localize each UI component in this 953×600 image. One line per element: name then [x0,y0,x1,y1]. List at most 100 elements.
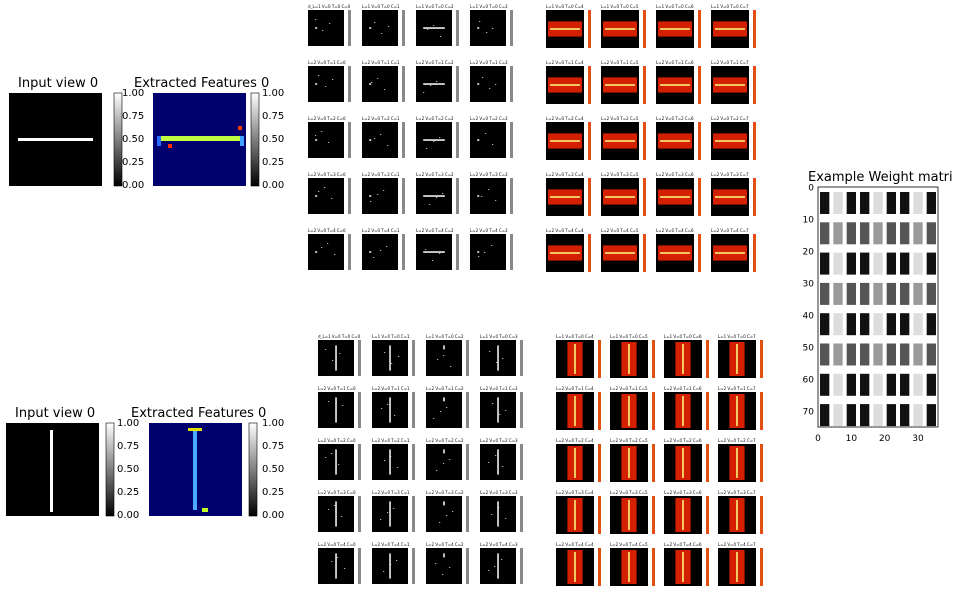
weight-matrix-cell [846,222,856,245]
feature-map-label: L=2 V=0 T=3 C=4 [546,172,584,177]
feature-map-colorbar [598,496,601,534]
feature-map-label: L=2 V=0 T=4 C=0 [308,228,346,233]
feature-map-tile [610,340,655,378]
feature-map-dot [334,505,336,506]
feature-map-tile [372,496,415,532]
feature-map-label: L=2 V=0 T=1 C=0 [318,386,356,391]
feature-map-dot [426,148,428,149]
feature-map-bg [308,10,344,46]
feature-map-tile [480,392,523,428]
feature-map-dot [439,253,441,254]
feature-map-dot [390,564,392,565]
feature-map-label: L=1 V=0 T=0 C=7 [718,334,756,339]
feature-map-line [715,252,745,254]
feature-map-bg [470,66,506,102]
feature-map-dot [446,515,448,516]
feature-map-tile [601,122,646,160]
feature-map-dot [439,522,441,523]
feature-map-tile [664,340,709,378]
feature-map-label: L=2 V=0 T=2 C=1 [372,438,410,443]
weight-matrix-xtick: 30 [912,434,924,444]
feature-map-colorbar [466,340,469,376]
feature-map-dot [442,574,444,575]
feature-map-line [389,345,391,371]
feature-map-line [605,84,635,86]
feature-map-colorbar [348,66,351,102]
feature-map-dot [505,518,507,519]
feature-map-dot [478,256,480,257]
features-bottom-blob [188,428,202,431]
feature-map-label: L=2 V=0 T=3 C=5 [610,490,648,495]
weight-matrix-cell [886,343,896,366]
feature-map-label: L=2 V=0 T=2 C=5 [601,116,639,121]
feature-map-dot [332,360,334,361]
feature-map-tile [601,66,646,104]
colorbar-features-top [250,92,260,187]
cbar-tick: 0.25 [122,157,145,168]
feature-map-label: L=2 V=0 T=4 C=4 [556,542,594,547]
cbar-tick: 0.50 [117,464,140,475]
feature-map-label: L=2 V=0 T=4 C=3 [480,542,518,547]
feature-map-colorbar [466,392,469,428]
weight-matrix-cell [860,192,870,214]
feature-map-dot [397,467,399,468]
feature-map-dot [491,245,493,246]
feature-map-tile [318,548,361,584]
weight-matrix-cell [900,282,910,305]
feature-map-line [315,195,318,197]
feature-map-dot [452,511,454,512]
weight-matrix-plot: 0 10 20 30 40 50 60 70 0 10 20 30 [803,184,939,444]
feature-map-line [682,552,684,582]
weight-matrix-cell [886,222,896,245]
feature-map-tile [718,444,763,482]
features-image-bottom [149,422,258,517]
feature-map-dot [344,568,346,569]
feature-map-dot [383,571,385,572]
weight-matrix-cell [900,192,910,214]
feature-map-dot [440,411,442,412]
feature-map-colorbar [698,234,701,272]
feature-map-label: L=2 V=0 T=1 C=2 [426,386,464,391]
feature-map-dot [437,359,439,360]
feature-map-tile [711,122,756,160]
cbar-tick: 0.75 [262,111,285,122]
feature-map-dot [380,134,382,135]
feature-map-label: L=2 V=0 T=4 C=5 [610,542,648,547]
feature-map-dot [318,191,320,192]
weight-matrix-cell [833,282,843,305]
feature-map-dot [387,404,389,405]
feature-map-bg [308,122,344,158]
feature-map-dot [494,566,496,567]
feature-map-label: L=2 V=0 T=3 C=1 [362,172,400,177]
feature-map-label: L=1 V=0 T=0 C=5 [610,334,648,339]
feature-map-tile [601,234,646,272]
input-image-top [9,92,123,187]
feature-map-colorbar [412,392,415,428]
weight-matrix-cell [873,252,883,275]
feature-map-dot [427,29,429,30]
weight-matrix-cell [886,192,896,214]
feature-map-label: L=2 V=0 T=3 C=3 [480,490,518,495]
feature-map-dot [449,459,451,460]
weight-matrix-xtick: 0 [815,434,821,444]
feature-map-bg [362,234,398,270]
weight-matrix-cell [846,313,856,336]
feature-map-label: L=2 V=0 T=4 C=2 [416,228,454,233]
weight-matrix-cell [900,373,910,396]
features-bottom-line [193,428,197,510]
weight-matrix-cell [900,313,910,336]
weight-matrix-cell [833,343,843,366]
cbar-tick: 0.75 [117,441,140,452]
feature-map-colorbar [588,122,591,160]
feature-map-line [605,140,635,142]
feature-map-label: L=1 V=0 T=0 C=7 [711,4,749,9]
feature-map-dot [377,78,379,79]
weight-matrix-cell [846,282,856,305]
features-top-blob [168,144,172,148]
feature-map-dot [502,358,504,359]
feature-map-label: L=2 V=0 T=1 C=4 [556,386,594,391]
feature-map-dot [324,187,326,188]
feature-map-colorbar [510,178,513,214]
feature-map-line [423,83,445,85]
feature-map-dot [332,79,334,80]
